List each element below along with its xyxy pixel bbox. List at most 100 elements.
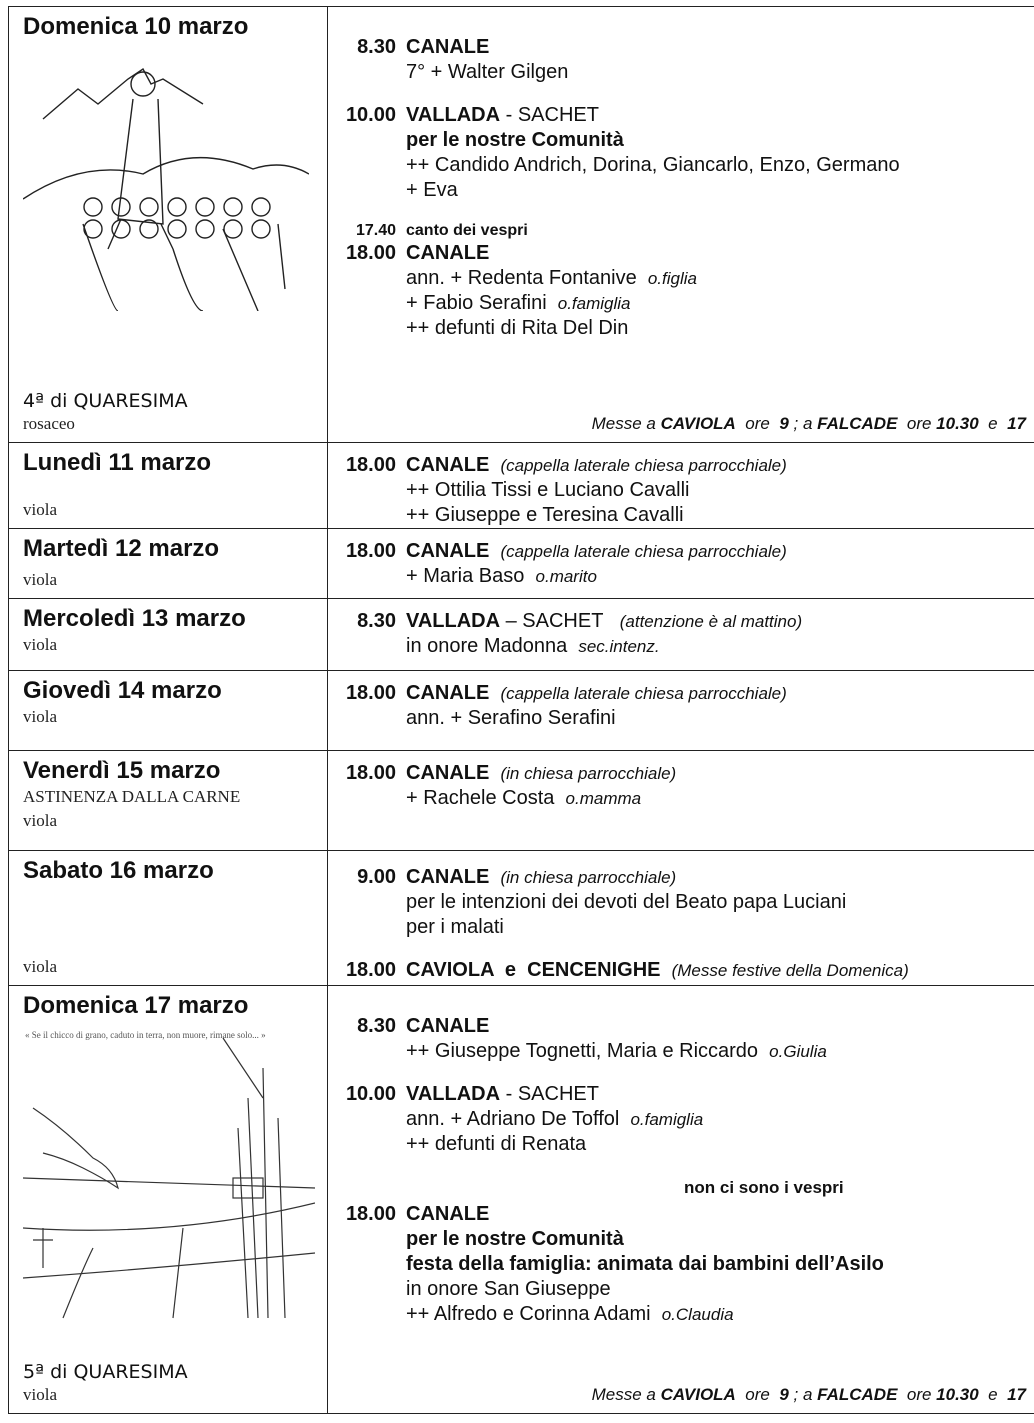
mass-line: canto dei vespri [406, 221, 1030, 241]
text: + Eva [406, 179, 458, 201]
mass-time: 18.00 [345, 762, 396, 784]
text: ore [897, 1385, 937, 1404]
text: ++ Alfredo e Corinna Adami [406, 1303, 662, 1325]
day-title: Mercoledì 13 marzo [23, 605, 246, 632]
text: 10.30 [936, 1385, 979, 1404]
day-row: Lunedì 11 marzo viola 18.00 CANALE (cappell… [8, 443, 1034, 529]
text: ; a [788, 1385, 818, 1404]
mass-line: CANALE [406, 1202, 1030, 1227]
text: CANALE [406, 762, 490, 784]
mass-line: ann. + Serafino Serafini [406, 706, 1030, 731]
illustration [23, 67, 309, 311]
day-cell: Sabato 16 marzo viola [8, 851, 328, 985]
mass-line: CANALE (cappella laterale chiesa parrocc… [406, 681, 1030, 706]
text: (attenzione è al mattino) [619, 612, 803, 631]
mass-line: CANALE [406, 35, 1030, 60]
season: 5ª di QUARESIMA [23, 1361, 188, 1383]
mass-time: 9.00 [357, 866, 396, 888]
mass-line: CAVIOLA e CENCENIGHE (Messe festive dell… [406, 958, 1030, 983]
liturgical-note: ASTINENZA DALLA CARNE [23, 787, 241, 806]
text: - SACHET [500, 1083, 599, 1105]
mass-line: CANALE [406, 1014, 1030, 1039]
text: CANALE [406, 1203, 490, 1225]
text: 7° + Walter Gilgen [406, 61, 569, 83]
text: ++ Giuseppe Tognetti, Maria e Riccardo [406, 1040, 770, 1062]
liturgical-note: viola [23, 957, 57, 976]
other-masses: Messe a CAVIOLA ore 9 ; a FALCADE ore 10… [334, 411, 1030, 436]
masses-cell: 18.00 CANALE (cappella laterale chiesa pa… [328, 529, 1034, 598]
mass-line: CANALE [406, 241, 1030, 266]
mass-line: 7° + Walter Gilgen [406, 60, 1030, 85]
text [489, 762, 500, 784]
text: 10.30 [936, 414, 979, 433]
mass-time: 8.30 [357, 36, 396, 58]
text: o.Claudia [661, 1305, 734, 1324]
text: (cappella laterale chiesa parrocchiale) [500, 684, 787, 703]
text [660, 959, 671, 981]
text: (in chiesa parrocchiale) [500, 868, 677, 887]
text: ++ defunti di Rita Del Din [406, 317, 629, 339]
text: canto dei vespri [406, 222, 528, 239]
text: o.famiglia [630, 1110, 704, 1129]
mass-line: ++ Ottilia Tissi e Luciano Cavalli [406, 478, 1030, 503]
text: CANALE [406, 242, 490, 264]
liturgical-note: viola [23, 1385, 57, 1404]
text [489, 540, 500, 562]
spacer [23, 477, 315, 498]
text: CAVIOLA [660, 414, 736, 433]
day-cell: Venerdì 15 marzo ASTINENZA DALLA CARNE vio… [8, 751, 328, 850]
day-cell: Lunedì 11 marzo viola [8, 443, 328, 528]
text: – SACHET [500, 610, 620, 632]
mass-line: ++ Giuseppe e Teresina Cavalli [406, 503, 1030, 528]
mass-entry: 8.30 VALLADA – SACHET (attenzione è al ma… [334, 609, 1030, 659]
masses-cell: 8.30 CANALE ++ Giuseppe Tognetti, Maria e … [328, 986, 1034, 1413]
mass-line: VALLADA - SACHET [406, 103, 1030, 128]
text: sec.intenz. [578, 637, 660, 656]
text: VALLADA [406, 610, 501, 632]
day-title: Lunedì 11 marzo [23, 449, 212, 476]
spacer [23, 311, 315, 384]
mass-time: 8.30 [357, 610, 396, 632]
mass-line: CANALE (in chiesa parrocchiale) [406, 865, 1030, 890]
other-masses: Messe a CAVIOLA ore 9 ; a FALCADE ore 10… [334, 1382, 1030, 1407]
illustration-caption: « Se il chicco di grano, caduto in terra… [25, 1030, 266, 1040]
text: in onore Madonna [406, 635, 579, 657]
mass-line: CANALE (in chiesa parrocchiale) [406, 761, 1030, 786]
mass-line: in onore Madonna sec.intenz. [406, 634, 1030, 659]
mass-line: in onore San Giuseppe [406, 1277, 1030, 1302]
text: per le nostre Comunità [406, 1228, 624, 1250]
mass-time: 18.00 [345, 1203, 396, 1225]
text: + Fabio Serafini [406, 292, 558, 314]
text: e [978, 414, 1008, 433]
day-title: Venerdì 15 marzo [23, 757, 221, 784]
mass-entry: 17.40 canto dei vespri [334, 221, 1030, 241]
day-cell: Giovedì 14 marzo viola [8, 671, 328, 750]
mass-line: per i malati [406, 915, 1030, 940]
mass-time: 10.00 [345, 104, 396, 126]
mass-line: per le nostre Comunità [406, 128, 1030, 153]
day-cell: Domenica 17 marzo « Se il chicco di gran… [8, 986, 328, 1413]
day-row: Venerdì 15 marzo ASTINENZA DALLA CARNE vio… [8, 751, 1034, 851]
text: CANALE [406, 1015, 490, 1037]
masses-cell: 8.30 CANALE 7° + Walter Gilgen 10.00 VALLADA… [328, 7, 1034, 442]
text: o.Giulia [769, 1042, 827, 1061]
mass-line: per le intenzioni dei devoti del Beato p… [406, 890, 1030, 915]
mass-line: + Rachele Costa o.mamma [406, 786, 1030, 811]
text: CANALE [406, 540, 490, 562]
mass-line: CANALE (cappella laterale chiesa parrocc… [406, 453, 1030, 478]
mass-time: 18.00 [345, 959, 396, 981]
mass-line: CANALE (cappella laterale chiesa parrocc… [406, 539, 1030, 564]
text: (Messe festive della Domenica) [671, 961, 909, 980]
mass-line: ++ defunti di Rita Del Din [406, 316, 1030, 341]
text [489, 866, 500, 888]
day-title: Domenica 10 marzo [23, 13, 249, 40]
text [489, 454, 500, 476]
day-title: Giovedì 14 marzo [23, 677, 222, 704]
masses-cell: 18.00 CANALE (cappella laterale chiesa pa… [328, 443, 1034, 528]
masses-cell: 9.00 CANALE (in chiesa parrocchiale) per l… [328, 851, 1034, 985]
mass-line: VALLADA – SACHET (attenzione è al mattin… [406, 609, 1030, 634]
mass-entry: 8.30 CANALE ++ Giuseppe Tognetti, Maria e … [334, 1014, 1030, 1064]
text: CAVIOLA e CENCENIGHE [406, 959, 661, 981]
day-row: Martedì 12 marzo viola 18.00 CANALE (cappel… [8, 529, 1034, 599]
